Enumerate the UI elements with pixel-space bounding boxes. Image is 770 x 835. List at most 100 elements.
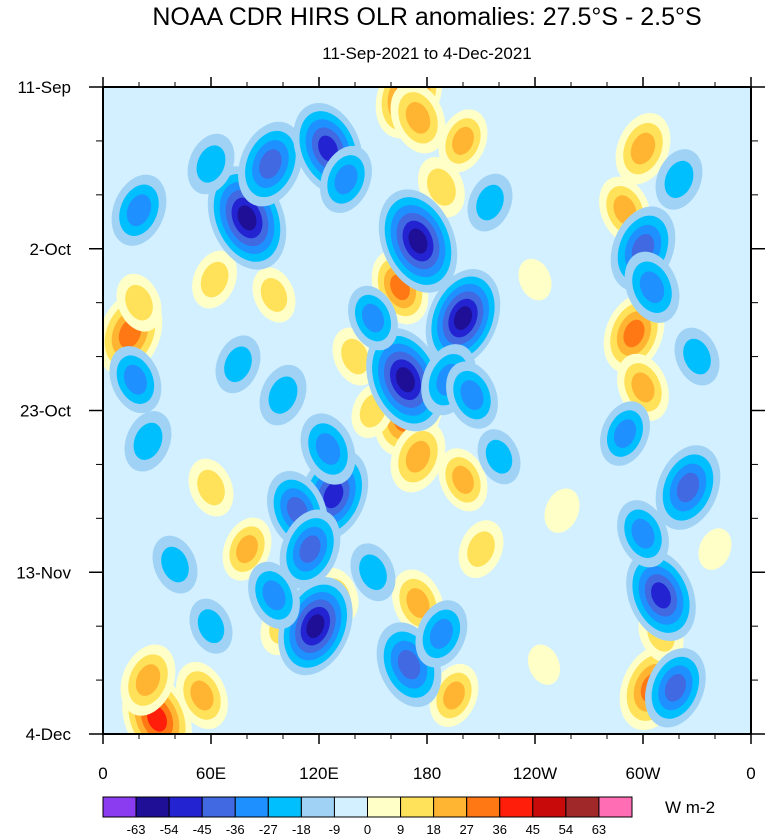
anomaly-feature [188,458,234,517]
contour-band [125,284,153,321]
contour-band [299,535,321,563]
anomaly-feature [120,644,176,716]
contour-band [544,488,580,533]
anomaly-feature [655,445,721,530]
contour-band [639,271,665,304]
x-tick-label: 120E [299,764,339,783]
contour-band [467,531,495,567]
colorbar-swatch [135,796,170,818]
anomaly-feature [116,273,162,332]
anomaly-feature [438,448,488,512]
colorbar-swatch [400,796,435,818]
contour-band [405,440,431,473]
contour-band [443,681,465,710]
y-axis: 11-Sep 2-Oct 23-Oct 13-Nov 4-Dec [16,78,765,744]
contour-band [224,346,252,383]
anomaly-feature [645,648,706,728]
colorbar-swatch [234,796,269,818]
contour-band [485,439,513,474]
colorbar-label: 0 [364,822,371,835]
contour-band [453,306,473,330]
colorbar: -63 -54 -45 -36 -27 -18 -9 0 9 18 27 36 45 54 63 [102,796,633,835]
anomaly-feature [390,87,446,154]
contour-band [527,644,561,685]
x-tick-label: 120W [513,764,557,783]
contour-band [197,609,225,644]
colorbar-swatch [267,796,302,818]
contour-band [651,582,671,609]
contour-band [664,674,686,702]
y-tick-label: 11-Sep [17,78,71,97]
anomaly-feature [279,509,341,589]
colorbar-swatch [367,796,402,818]
anomaly-feature [544,488,580,533]
y-tick-label: 23-Oct [20,402,71,421]
anomaly-feature [518,258,552,301]
contour-band [260,278,288,312]
contour-band [315,433,341,465]
colorbar-swatch [333,796,368,818]
contour-band [429,618,453,649]
colorbar-label: 63 [592,822,606,835]
anomaly-feature [527,644,561,685]
contour-band [262,580,286,611]
contour-band [408,228,428,254]
anomaly-feature [215,335,261,394]
anomaly-feature [477,429,521,485]
contour-band [200,261,229,298]
contour-band [630,132,656,165]
anomaly-feature [378,189,458,293]
colorbar-swatch [499,796,534,818]
anomaly-feature [238,121,303,207]
contour-band [395,367,415,393]
colorbar-swatch [565,796,600,818]
contour-band [259,149,282,179]
anomaly-feature [152,535,198,594]
y-tick-label: 4-Dec [26,725,72,744]
contour-band [197,469,225,506]
anomaly-feature [617,500,669,568]
colorbar-label: -18 [292,822,311,835]
contour-band [190,680,214,711]
anomaly-feature [366,327,445,432]
plot-area [103,87,751,734]
x-tick-label: 0 [98,764,107,783]
colorbar-swatch [168,796,203,818]
colorbar-label: -27 [259,822,278,835]
contour-band [196,145,226,183]
contour-band [683,338,711,375]
anomaly-feature [624,251,680,323]
contour-band [613,419,637,448]
anomaly-feature [600,401,650,466]
anomaly-feature [252,267,296,323]
colorbar-label: -63 [127,822,146,835]
colorbar-swatch [532,796,567,818]
anomaly-feature [467,173,513,232]
anomaly-feature [446,361,498,429]
contour-band [631,372,655,403]
chart-title: NOAA CDR HIRS OLR anomalies: 27.5°S - 2.… [152,3,701,31]
anomaly-feature [300,413,356,485]
contour-band [236,535,258,564]
colorbar-label: 45 [526,822,540,835]
anomaly-feature [187,133,235,195]
contour-band [631,518,655,549]
colorbar-label: -54 [160,822,179,835]
colorbar-swatch [201,796,236,818]
anomaly-feature [626,549,696,642]
contour-band [397,649,421,680]
contour-band [426,168,456,206]
anomaly-feature [425,269,501,368]
anomaly-feature [655,149,703,210]
y-tick-label: 2-Oct [29,240,71,259]
contour-band [318,135,338,162]
anomaly-feature [348,285,398,351]
contour-band [359,554,387,591]
anomaly-feature [429,663,479,728]
colorbar-label: -45 [193,822,212,835]
colorbar-units: W m-2 [665,798,715,817]
contour-band [676,472,700,503]
anomaly-feature [674,327,720,386]
colorbar-swatch [466,796,501,818]
